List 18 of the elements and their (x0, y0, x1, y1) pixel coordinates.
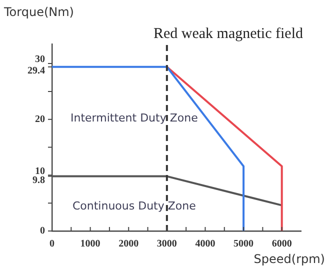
x-tick-label: 1000 (80, 238, 100, 250)
y-axis-title: Torque(Nm) (3, 5, 74, 19)
y-tick-label: 30 (35, 54, 45, 66)
chart-title: Red weak magnetic field (153, 26, 304, 42)
x-tick-label: 4000 (195, 238, 216, 250)
x-tick-label: 6000 (272, 238, 292, 250)
x-tick-label: 0 (50, 238, 54, 250)
x-tick-label: 5000 (234, 238, 254, 250)
y-tick-label: 20 (35, 114, 45, 125)
y-tick-label: 29.4 (28, 65, 45, 76)
x-tick-label: 2000 (118, 238, 139, 250)
y-tick-label: 9.8 (32, 174, 45, 186)
annotation: Continuous Duty Zone (72, 200, 196, 213)
y-tick-label: 10 (35, 166, 45, 177)
x-tick-label: 3000 (156, 238, 177, 250)
annotation: Intermittent Duty Zone (70, 112, 198, 125)
y-tick-label: 0 (40, 226, 45, 237)
x-axis-title: Speed(rpm) (254, 252, 325, 266)
